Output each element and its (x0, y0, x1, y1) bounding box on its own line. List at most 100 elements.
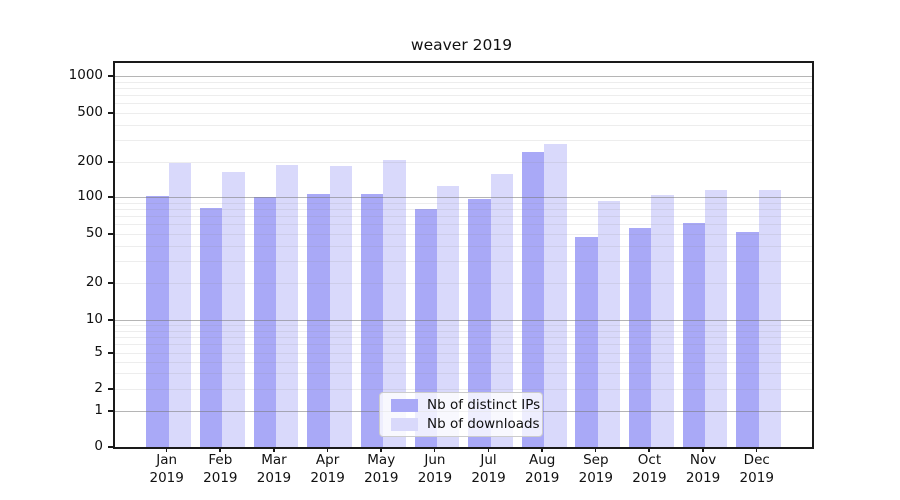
x-tick-label-oct: Oct 2019 (632, 452, 667, 486)
x-tick-label-apr: Apr 2019 (310, 452, 345, 486)
x-tick-label-jan: Jan 2019 (149, 452, 184, 486)
grid-line-minor (115, 353, 812, 354)
y-tick-mark (108, 352, 113, 354)
x-tick-mark (165, 447, 168, 452)
grid-line-minor (115, 344, 812, 346)
bar-downloads-oct (651, 195, 674, 447)
legend-label-distinct-ips: Nb of distinct IPs (427, 397, 541, 413)
bar-distinct-ips-aug (521, 152, 545, 447)
x-tick-label-mar: Mar 2019 (256, 452, 292, 486)
x-tick-label-aug: Aug 2019 (524, 452, 560, 486)
grid-line-minor (115, 234, 812, 235)
bar-distinct-ips-sep (575, 237, 598, 447)
grid-line-minor (115, 216, 812, 218)
bar-downloads-aug (544, 144, 567, 447)
x-tick-label-jul: Jul 2019 (471, 452, 506, 486)
x-tick-label-feb: Feb 2019 (203, 452, 238, 486)
bar-downloads-may (383, 160, 406, 447)
y-tick-label: 50 (85, 225, 103, 241)
x-tick-mark (755, 447, 758, 452)
y-tick-label: 100 (77, 188, 103, 204)
x-tick-mark (541, 447, 543, 452)
bar-distinct-ips-jan (146, 195, 169, 447)
bar-downloads-sep (597, 201, 621, 447)
chart-title: weaver 2019 (410, 36, 513, 54)
x-tick-mark (326, 447, 329, 452)
x-tick-mark (272, 447, 275, 452)
x-tick-mark (380, 447, 382, 452)
grid-line-minor (115, 361, 812, 363)
legend: Nb of distinct IPs Nb of downloads (379, 392, 543, 437)
y-tick-mark (108, 112, 113, 114)
y-tick-label: 200 (77, 153, 103, 169)
bar-distinct-ips-dec (736, 231, 759, 447)
y-tick-label: 0 (94, 438, 103, 454)
x-tick-label-may: May 2019 (364, 452, 399, 486)
legend-swatch-downloads (391, 417, 418, 431)
legend-swatch-distinct-ips (391, 398, 418, 412)
grid-line-minor (115, 140, 812, 142)
x-tick-label-jun: Jun 2019 (417, 452, 453, 486)
x-tick-mark (487, 447, 490, 452)
x-tick-mark (219, 447, 221, 452)
y-tick-mark (108, 75, 113, 77)
grid-line-minor (115, 373, 812, 375)
bar-downloads-jul (490, 173, 513, 447)
legend-label-downloads: Nb of downloads (427, 416, 540, 432)
x-tick-mark (702, 447, 704, 452)
grid-line-minor (115, 245, 812, 247)
legend-item-downloads: Nb of downloads (380, 416, 542, 432)
y-tick-label: 5 (94, 344, 103, 360)
y-tick-label: 10 (85, 311, 103, 327)
grid-line-minor (115, 162, 812, 163)
grid-line-minor (115, 95, 812, 97)
grid-line-minor (115, 283, 812, 284)
y-tick-label: 1000 (68, 67, 103, 83)
grid-line-major (115, 197, 812, 198)
y-tick-mark (108, 446, 113, 448)
x-tick-mark (648, 447, 651, 452)
y-tick-mark (108, 410, 113, 412)
grid-line-minor (115, 389, 812, 390)
grid-line-major (115, 320, 812, 321)
y-tick-label: 500 (77, 104, 103, 120)
y-tick-mark (108, 196, 113, 198)
bar-distinct-ips-jun (414, 208, 437, 447)
grid-line-minor (115, 113, 812, 114)
bar-distinct-ips-mar (253, 197, 276, 447)
x-tick-label-sep: Sep 2019 (578, 452, 613, 486)
grid-line-minor (115, 87, 812, 89)
y-tick-label: 1 (94, 402, 103, 418)
bar-distinct-ips-nov (682, 223, 706, 447)
bar-distinct-ips-feb (199, 207, 223, 447)
bar-downloads-apr (329, 165, 352, 447)
y-tick-mark (108, 161, 113, 163)
grid-line-minor (115, 208, 812, 210)
y-tick-mark (108, 282, 113, 284)
bar-downloads-feb (222, 171, 245, 447)
y-tick-label: 20 (85, 274, 103, 290)
bar-distinct-ips-oct (629, 227, 652, 447)
x-tick-mark (433, 447, 436, 452)
bar-downloads-jan (168, 163, 192, 447)
bar-downloads-dec (758, 189, 782, 447)
grid-line-minor (115, 224, 812, 226)
legend-item-distinct-ips: Nb of distinct IPs (380, 397, 542, 413)
bar-downloads-jun (436, 185, 460, 447)
y-tick-mark (108, 233, 113, 235)
grid-line-minor (115, 202, 812, 204)
grid-line-minor (115, 261, 812, 263)
plot-area (113, 61, 814, 449)
bar-distinct-ips-jul (468, 199, 491, 447)
y-tick-label: 2 (94, 380, 103, 396)
x-tick-mark (594, 447, 597, 452)
grid-line-minor (115, 325, 812, 327)
grid-line-minor (115, 336, 812, 338)
grid-line-minor (115, 81, 812, 83)
y-tick-mark (108, 388, 113, 390)
grid-line-major (115, 76, 812, 77)
bar-downloads-nov (705, 189, 728, 447)
grid-line-minor (115, 124, 812, 126)
grid-line-minor (115, 103, 812, 105)
